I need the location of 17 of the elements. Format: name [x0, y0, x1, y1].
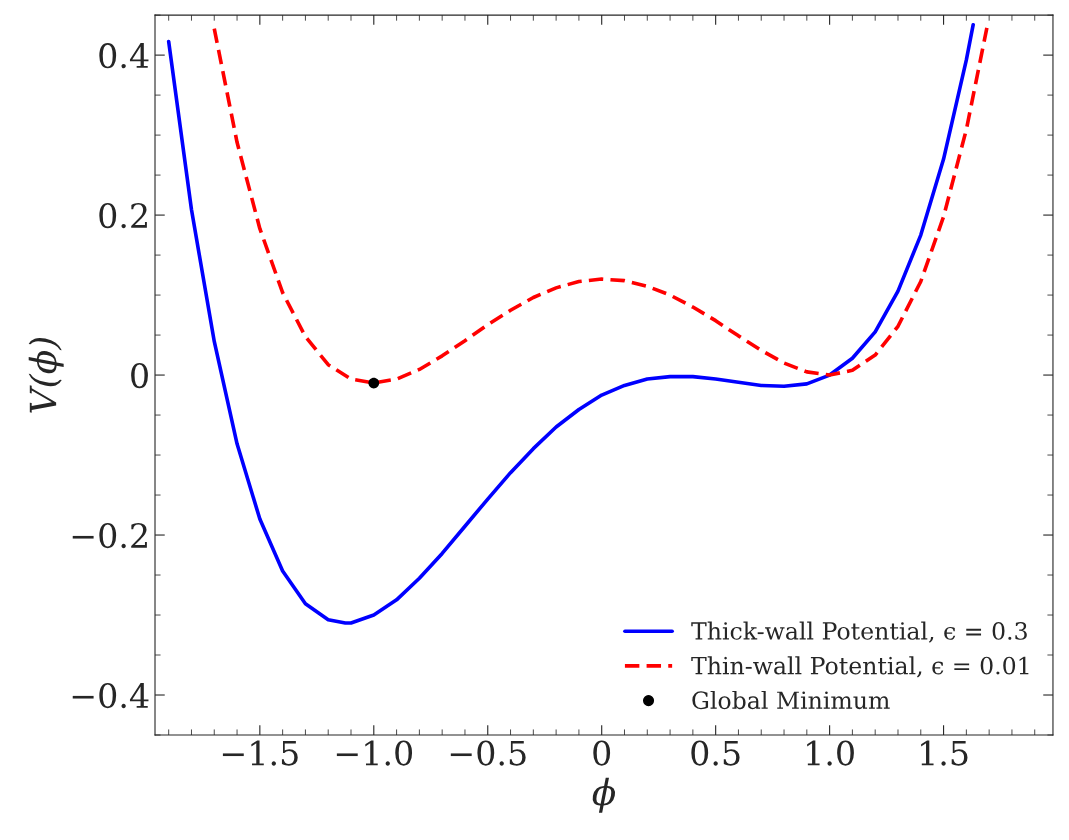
y-tick-label: 0: [131, 362, 148, 389]
y-tick-label: −0.4: [72, 682, 149, 709]
legend-label: Thick-wall Potential, ϵ = 0.3: [691, 621, 1027, 643]
x-tick-label: 0.5: [691, 740, 740, 766]
x-tick-label: 1.5: [921, 740, 968, 766]
legend-label: Thin-wall Potential, ϵ = 0.01: [691, 656, 1029, 678]
x-tick-label: −0.5: [450, 740, 526, 766]
x-tick-label: 1.0: [807, 740, 854, 766]
x-tick-label: 0: [593, 740, 611, 766]
x-axis-title: ϕ: [592, 777, 616, 813]
y-tick-label: 0.2: [99, 203, 147, 229]
y-tick-label: 0.4: [99, 43, 149, 69]
x-tick-label: −1.0: [336, 740, 413, 766]
x-tick-label: −1.5: [222, 740, 298, 766]
y-tick-label: −0.2: [72, 522, 147, 549]
legend-label: Global Minimum: [692, 690, 890, 710]
y-axis-title: V(ϕ): [28, 337, 64, 413]
